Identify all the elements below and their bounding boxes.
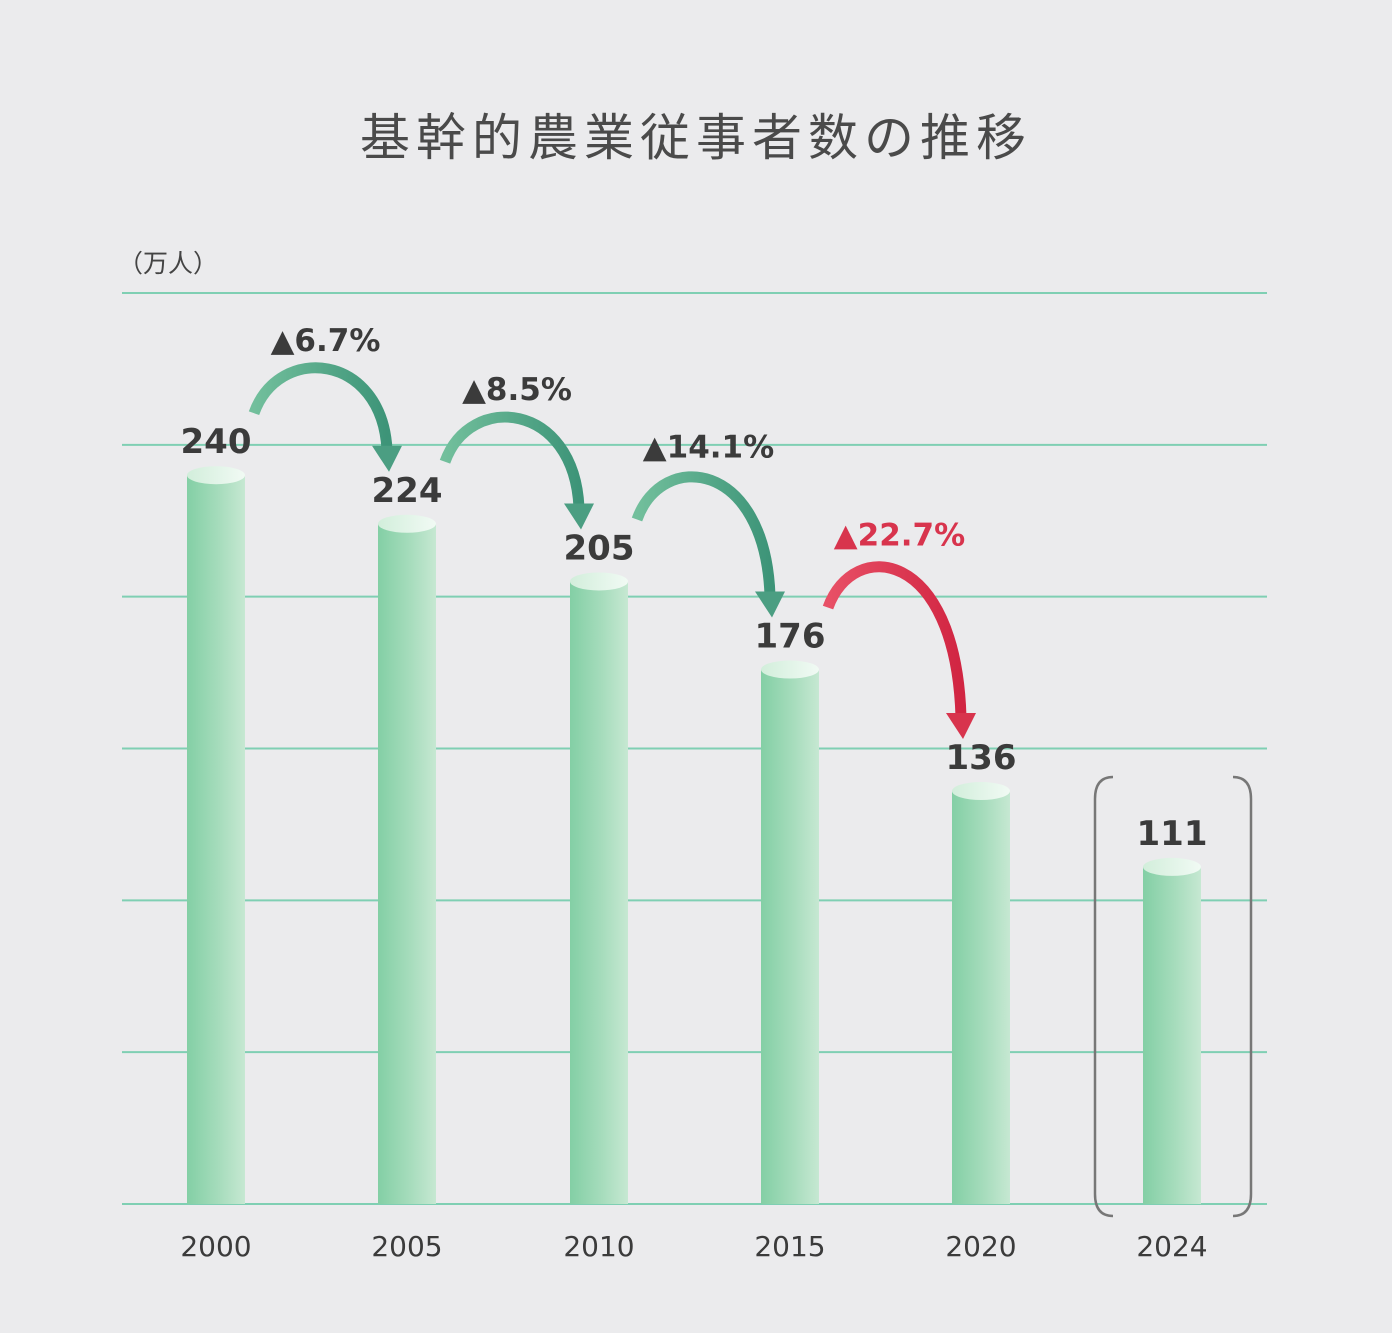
bar-cap (378, 514, 436, 533)
trend-arrowhead (564, 503, 594, 530)
highlight-bracket-right (1232, 775, 1253, 1218)
highlight-bracket-left (1093, 775, 1114, 1218)
bar (570, 581, 628, 1204)
bar (761, 669, 819, 1204)
bar (1143, 866, 1201, 1204)
data-label: 240 (181, 422, 252, 462)
trend-arrow (631, 471, 776, 596)
x-tick-label: 2024 (1136, 1230, 1207, 1263)
x-tick-label: 2000 (180, 1230, 251, 1263)
percent-change-label: ▲6.7% (271, 323, 381, 359)
chart-title: 基幹的農業従事者数の推移 (360, 109, 1032, 167)
data-label: 111 (1137, 814, 1208, 854)
trend-arrow (439, 411, 585, 508)
trend-arrow (248, 362, 393, 451)
bar-cap (570, 572, 628, 591)
bar (378, 523, 436, 1204)
trend-arrowhead (372, 445, 402, 472)
x-tick-label: 2020 (945, 1230, 1016, 1263)
x-tick-label: 2005 (371, 1230, 442, 1263)
trend-arrowhead (946, 713, 976, 740)
percent-change-label: ▲8.5% (462, 372, 572, 408)
data-label: 136 (946, 738, 1017, 778)
data-label: 224 (372, 471, 443, 511)
trend-arrowhead (755, 591, 785, 618)
bar-cap (761, 660, 819, 679)
percent-change-label: ▲22.7% (834, 518, 965, 554)
y-axis-unit-label: （万人） (118, 249, 219, 278)
x-tick-label: 2015 (754, 1230, 825, 1263)
bar-cap (1143, 857, 1201, 876)
bar-cap (187, 466, 245, 485)
bar-cap (952, 782, 1010, 801)
data-label: 176 (755, 617, 826, 657)
x-tick-label: 2010 (563, 1230, 634, 1263)
data-label: 205 (564, 528, 635, 568)
percent-change-label: ▲14.1% (643, 429, 774, 465)
bar (952, 791, 1010, 1204)
trend-arrow (822, 561, 967, 718)
bar (187, 475, 245, 1204)
